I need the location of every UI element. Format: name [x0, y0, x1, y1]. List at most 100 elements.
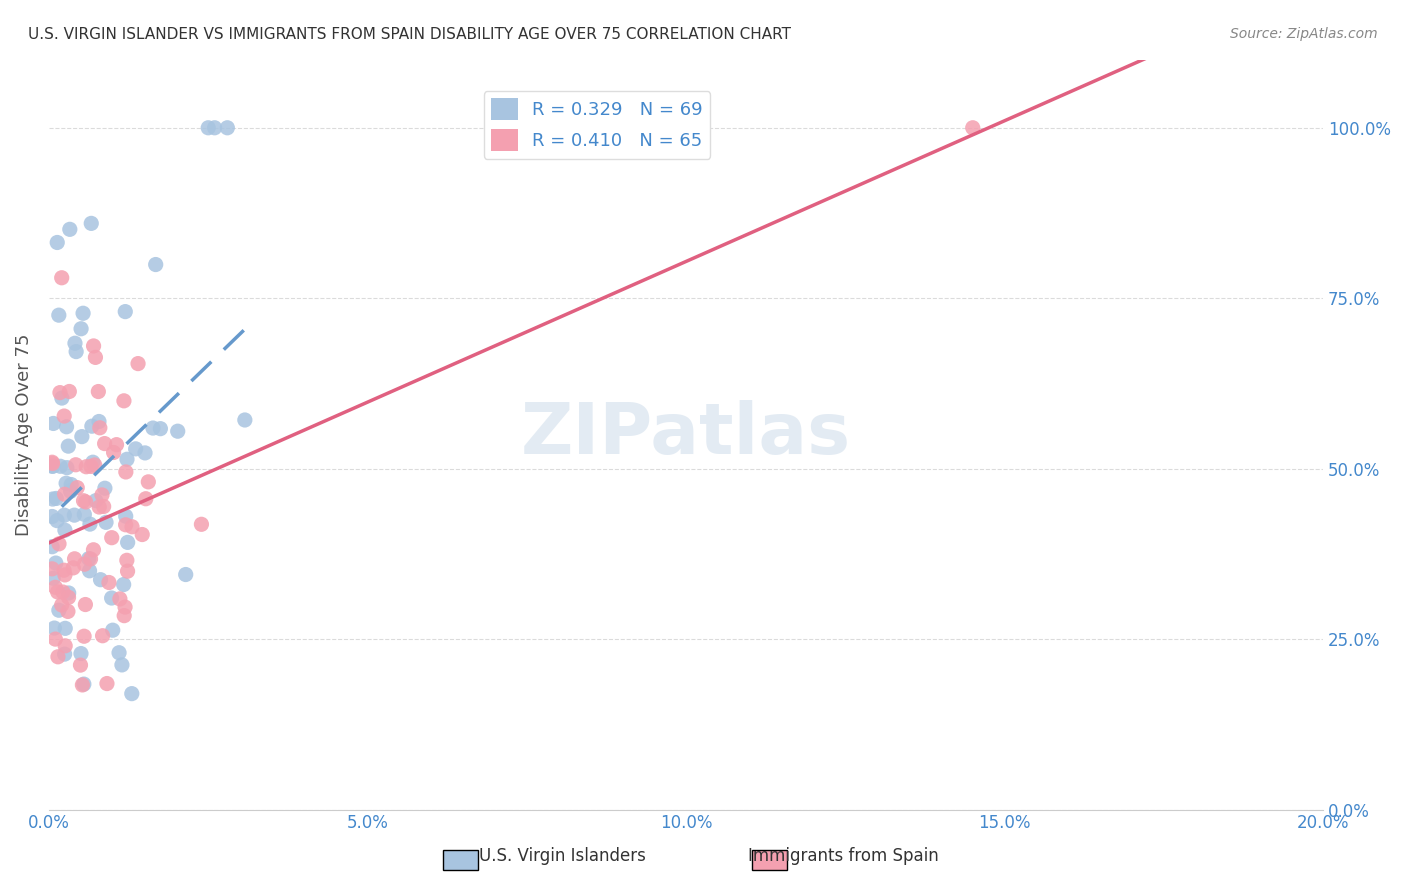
- Point: [66, 481, 89, 495]
- Point: [42, 417, 65, 431]
- Point: [134, 446, 156, 460]
- Point: [77, 551, 100, 566]
- Point: [100, 591, 122, 605]
- Point: [44, 621, 66, 635]
- Point: [41, 509, 63, 524]
- Point: [135, 491, 157, 506]
- Point: [46, 649, 69, 664]
- Point: [962, 120, 984, 135]
- Point: [79, 552, 101, 566]
- Point: [87, 415, 110, 429]
- Text: Immigrants from Spain: Immigrants from Spain: [748, 847, 939, 865]
- Point: [127, 357, 149, 371]
- Point: [112, 577, 135, 591]
- Point: [51, 270, 73, 285]
- Point: [115, 465, 138, 479]
- Point: [117, 535, 139, 549]
- Text: ZIPatlas: ZIPatlas: [522, 401, 851, 469]
- Point: [112, 393, 135, 408]
- Point: [58, 586, 80, 600]
- Point: [62, 561, 84, 575]
- Point: [83, 458, 105, 472]
- Point: [56, 460, 79, 475]
- Point: [103, 445, 125, 459]
- Point: [73, 677, 96, 691]
- Point: [58, 591, 80, 605]
- Text: U.S. VIRGIN ISLANDER VS IMMIGRANTS FROM SPAIN DISABILITY AGE OVER 75 CORRELATION: U.S. VIRGIN ISLANDER VS IMMIGRANTS FROM …: [28, 27, 792, 42]
- Point: [53, 568, 76, 582]
- Point: [51, 598, 73, 612]
- Point: [87, 384, 110, 399]
- Point: [60, 477, 83, 491]
- Point: [41, 562, 63, 576]
- Point: [124, 442, 146, 456]
- Point: [53, 409, 76, 423]
- Point: [75, 495, 97, 509]
- Point: [56, 604, 79, 618]
- Point: [58, 384, 80, 399]
- Legend: R = 0.329   N = 69, R = 0.410   N = 65: R = 0.329 N = 69, R = 0.410 N = 65: [484, 91, 710, 159]
- Point: [79, 564, 101, 578]
- Point: [114, 304, 136, 318]
- Point: [145, 258, 167, 272]
- Point: [80, 419, 103, 434]
- Point: [63, 551, 86, 566]
- Point: [121, 687, 143, 701]
- Point: [59, 222, 82, 236]
- Point: [72, 306, 94, 320]
- Point: [75, 598, 97, 612]
- Point: [72, 678, 94, 692]
- Point: [73, 558, 96, 572]
- Point: [41, 455, 63, 469]
- Y-axis label: Disability Age Over 75: Disability Age Over 75: [15, 334, 32, 536]
- Point: [100, 531, 122, 545]
- Point: [131, 527, 153, 541]
- Point: [51, 391, 73, 405]
- Point: [84, 493, 107, 508]
- Point: [83, 339, 105, 353]
- Point: [149, 422, 172, 436]
- Point: [41, 540, 63, 554]
- Point: [48, 537, 70, 551]
- Text: Source: ZipAtlas.com: Source: ZipAtlas.com: [1230, 27, 1378, 41]
- Point: [190, 517, 212, 532]
- Point: [63, 508, 86, 523]
- Point: [53, 487, 76, 501]
- Point: [45, 556, 67, 570]
- Point: [84, 351, 107, 365]
- Point: [42, 459, 65, 474]
- Point: [96, 676, 118, 690]
- Point: [115, 553, 138, 567]
- Point: [46, 585, 69, 599]
- Point: [114, 600, 136, 615]
- Point: [94, 516, 117, 530]
- Point: [114, 509, 136, 524]
- Point: [204, 120, 226, 135]
- Point: [45, 491, 67, 506]
- Point: [105, 437, 128, 451]
- Point: [121, 520, 143, 534]
- Point: [197, 120, 219, 135]
- Text: U.S. Virgin Islanders: U.S. Virgin Islanders: [479, 847, 645, 865]
- Point: [65, 458, 87, 472]
- Point: [80, 216, 103, 230]
- Point: [233, 413, 256, 427]
- Point: [46, 514, 69, 528]
- Point: [142, 421, 165, 435]
- Point: [52, 563, 75, 577]
- Point: [80, 459, 103, 474]
- Point: [82, 542, 104, 557]
- Point: [48, 308, 70, 322]
- Point: [91, 629, 114, 643]
- Point: [82, 455, 104, 469]
- Point: [41, 457, 63, 471]
- Point: [63, 336, 86, 351]
- Point: [53, 647, 76, 661]
- Point: [48, 603, 70, 617]
- Point: [75, 459, 97, 474]
- Point: [73, 629, 96, 643]
- Point: [69, 658, 91, 673]
- Point: [89, 500, 111, 514]
- Point: [53, 639, 76, 653]
- Point: [44, 632, 66, 646]
